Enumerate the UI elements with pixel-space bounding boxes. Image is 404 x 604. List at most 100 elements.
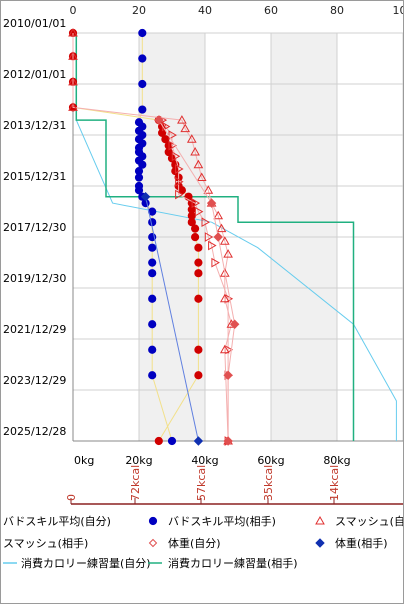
data-point — [219, 293, 230, 303]
kg-tick-label: 0kg — [74, 454, 94, 467]
series-2 — [68, 27, 237, 445]
data-point — [148, 345, 157, 354]
data-point — [206, 198, 217, 208]
data-point — [193, 159, 204, 169]
data-point — [68, 51, 78, 60]
data-point — [154, 115, 164, 125]
data-point — [138, 160, 147, 169]
series-layer — [68, 27, 397, 446]
legend-label: 消費カロリー練習量(自分) — [21, 556, 151, 570]
data-point — [219, 344, 230, 354]
series-connector — [72, 33, 232, 442]
calorie-axis: 0 72kcal 57kcal 35kcal 14kcal — [65, 465, 403, 505]
kg-tick-label: 20kg — [125, 454, 152, 467]
top-axis-ticks: 0 20 40 60 80 100 — [70, 4, 404, 17]
data-point — [194, 294, 203, 303]
data-point — [194, 371, 203, 380]
data-point — [219, 236, 230, 245]
date-tick-label: 2013/12/31 — [3, 119, 66, 132]
data-point — [194, 345, 203, 354]
data-point — [138, 28, 147, 38]
series-connector — [158, 119, 236, 441]
data-point — [204, 232, 214, 242]
data-point — [211, 257, 220, 268]
data-point — [187, 218, 196, 227]
data-point — [194, 206, 204, 217]
calorie-tick-label: 14kcal — [328, 465, 341, 501]
data-point — [213, 210, 224, 220]
data-point — [138, 79, 147, 89]
data-point — [68, 27, 78, 37]
data-point — [148, 243, 157, 252]
data-point — [138, 105, 147, 114]
date-tick-label: 2015/12/31 — [3, 170, 66, 183]
top-tick-label: 0 — [70, 4, 77, 17]
data-point — [168, 140, 178, 151]
date-tick-label: 2025/12/28 — [3, 425, 66, 438]
data-point — [134, 173, 144, 182]
data-point — [219, 268, 230, 277]
data-point — [68, 76, 78, 86]
data-point — [193, 436, 204, 446]
top-tick-label: 20 — [132, 4, 146, 17]
data-point — [148, 371, 157, 380]
legend-item: 消費カロリー練習量(相手) — [148, 556, 298, 570]
data-point — [167, 436, 177, 446]
kg-tick-label: 80kg — [323, 454, 350, 467]
data-point — [223, 436, 233, 446]
series-connector — [145, 196, 199, 442]
series-4 — [154, 115, 240, 446]
calorie-tick-label: 57kcal — [195, 465, 208, 501]
kg-tick-label: 60kg — [257, 454, 284, 467]
legend-item: 体重(相手) — [315, 536, 388, 550]
data-point — [186, 134, 197, 143]
data-point — [213, 232, 223, 242]
date-tick-label: 2017/12/30 — [3, 221, 66, 234]
top-tick-label: 40 — [198, 4, 212, 17]
data-point — [190, 147, 200, 156]
data-point — [148, 320, 157, 329]
data-point — [203, 185, 214, 194]
data-point — [191, 198, 201, 208]
data-point — [138, 54, 147, 63]
date-tick-label: 2021/12/29 — [3, 323, 66, 336]
kg-axis-ticks: 0kg 20kg 40kg 60kg 80kg — [74, 454, 351, 467]
legend-swatch — [315, 538, 325, 548]
legend-item: スマッシュ(自分) — [315, 515, 403, 528]
legend: バドスキル平均(自分) バドスキル平均(相手) スマッシュ(自分) スマッシュ(相手)… — [3, 514, 403, 570]
date-tick-label: 2019/12/30 — [3, 272, 66, 285]
data-point — [148, 269, 157, 278]
legend-item: 体重(自分) — [148, 536, 221, 550]
series-line — [75, 33, 397, 441]
data-point — [180, 123, 191, 133]
data-point — [223, 249, 233, 258]
kg-tick-label: 40kg — [191, 454, 218, 467]
date-axis-ticks: 2010/01/01 2012/01/01 2013/12/31 2015/12/31… — [3, 17, 66, 438]
data-point — [175, 189, 184, 200]
data-point — [191, 224, 200, 233]
legend-label: 体重(相手) — [335, 536, 388, 550]
data-point — [171, 151, 181, 162]
data-point — [168, 130, 178, 140]
legend-item: スマッシュ(相手) — [3, 536, 88, 550]
date-tick-label: 2012/01/01 — [3, 68, 66, 81]
legend-label: スマッシュ(自分) — [335, 515, 403, 528]
data-point — [175, 164, 184, 174]
date-tick-label: 2010/01/01 — [3, 17, 66, 30]
top-tick-label: 60 — [264, 4, 278, 17]
data-point — [208, 240, 217, 251]
calorie-tick-label: 0 — [65, 494, 78, 501]
series-line — [75, 33, 355, 441]
series-5 — [140, 191, 204, 446]
legend-label: 消費カロリー練習量(相手) — [168, 556, 298, 570]
data-point — [229, 319, 240, 329]
legend-item: バドスキル平均(自分) — [3, 515, 111, 528]
data-point — [194, 258, 203, 267]
data-point — [134, 186, 144, 195]
legend-swatch — [315, 515, 325, 525]
data-point — [148, 218, 157, 227]
series-6 — [75, 33, 397, 441]
legend-item: バドスキル平均(相手) — [148, 514, 276, 528]
